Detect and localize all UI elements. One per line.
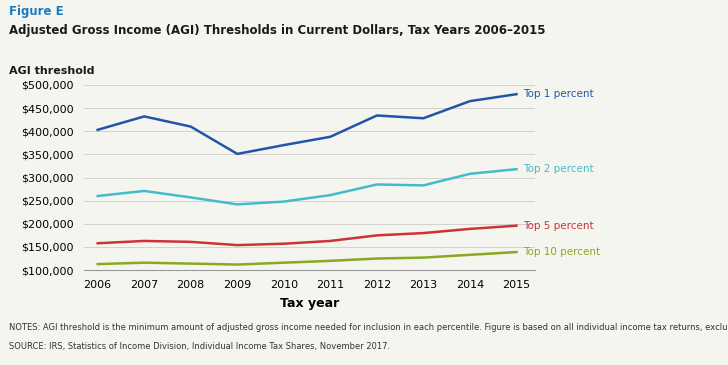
Text: Top 5 percent: Top 5 percent xyxy=(523,221,594,231)
Text: Top 10 percent: Top 10 percent xyxy=(523,247,601,257)
Text: Top 2 percent: Top 2 percent xyxy=(523,164,594,174)
Text: Adjusted Gross Income (AGI) Thresholds in Current Dollars, Tax Years 2006–2015: Adjusted Gross Income (AGI) Thresholds i… xyxy=(9,24,546,37)
X-axis label: Tax year: Tax year xyxy=(280,297,339,310)
Text: SOURCE: IRS, Statistics of Income Division, Individual Income Tax Shares, Novemb: SOURCE: IRS, Statistics of Income Divisi… xyxy=(9,342,391,351)
Text: Figure E: Figure E xyxy=(9,5,64,19)
Text: NOTES: AGI threshold is the minimum amount of adjusted gross income needed for i: NOTES: AGI threshold is the minimum amou… xyxy=(9,323,728,332)
Text: Top 1 percent: Top 1 percent xyxy=(523,89,594,99)
Text: AGI threshold: AGI threshold xyxy=(9,66,95,76)
